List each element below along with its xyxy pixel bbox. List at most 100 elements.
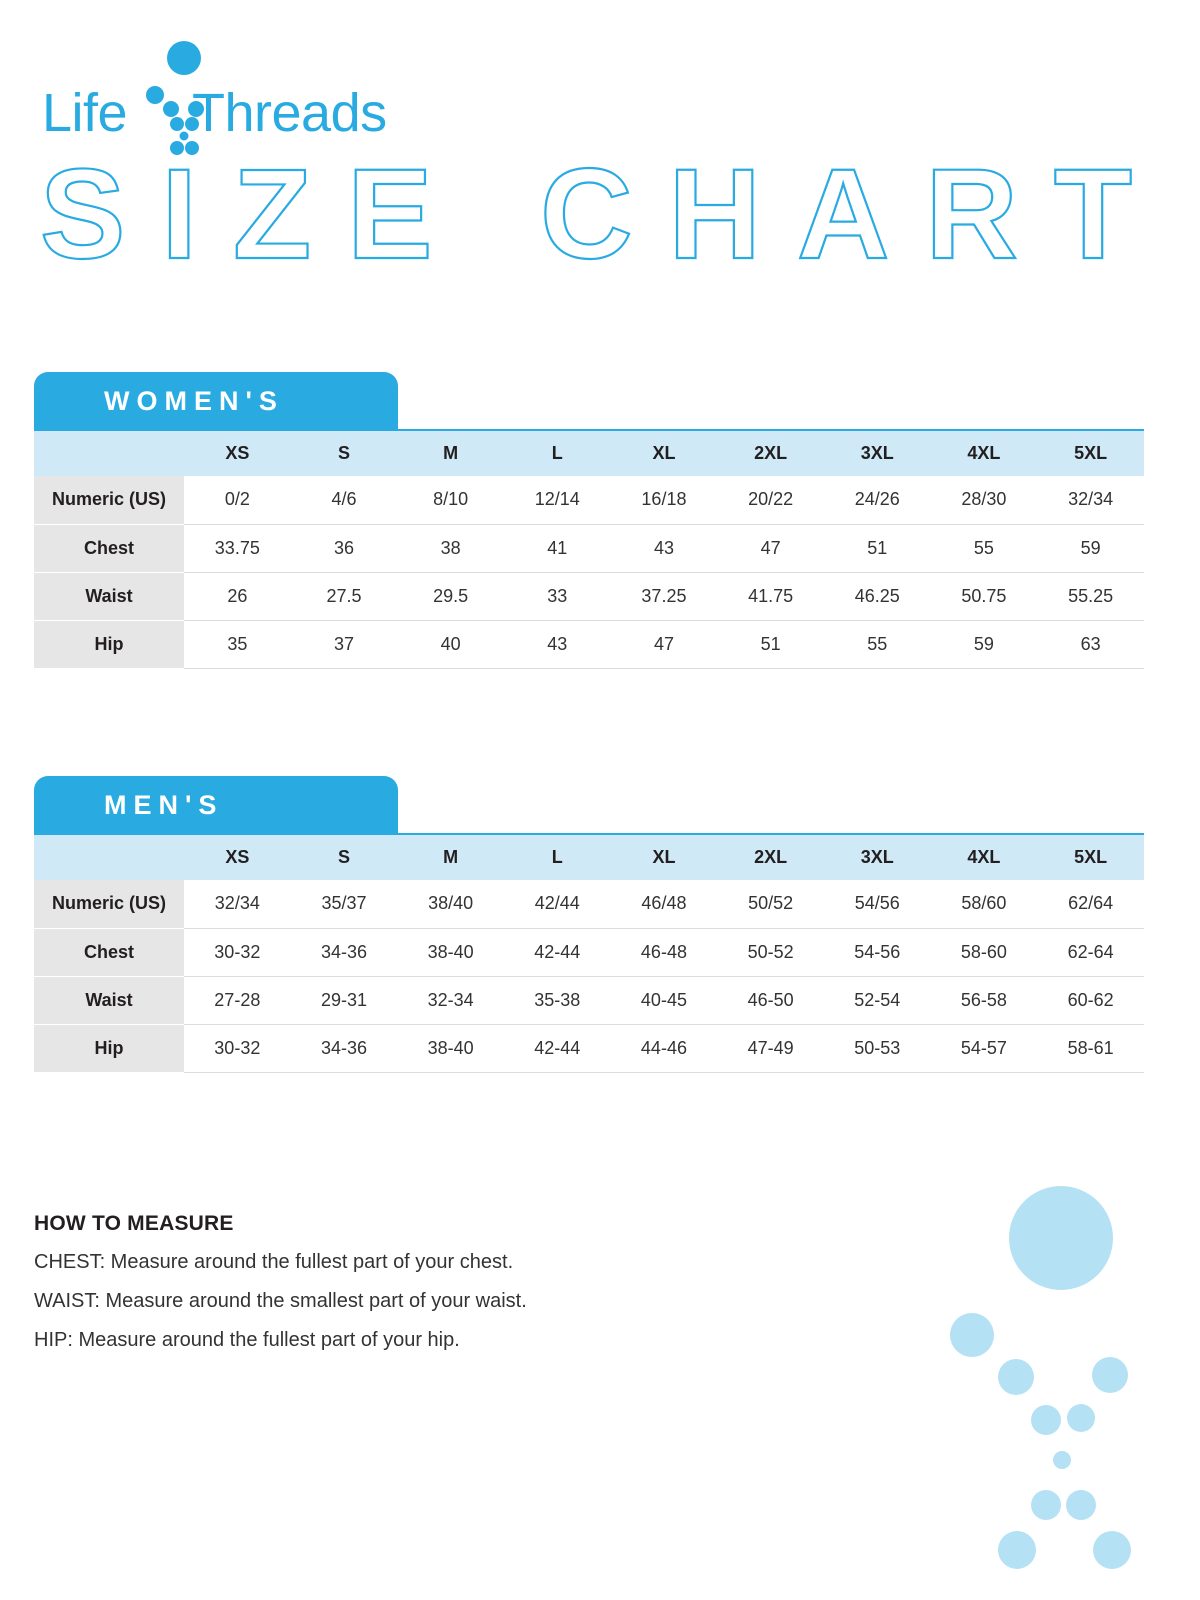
table-cell: 47-49 <box>717 1024 824 1073</box>
size-chart-mens: MEN'S XS S M L XL 2XL 3XL 4XL 5XL Numeri… <box>34 776 1144 1073</box>
table-cell: 51 <box>823 524 931 573</box>
table-cell: 43 <box>503 620 611 669</box>
table-cell: 38-40 <box>397 1024 504 1073</box>
column-header: 5XL <box>1037 430 1144 476</box>
table-header-row: XS S M L XL 2XL 3XL 4XL 5XL <box>34 430 1144 476</box>
table-cell: 29.5 <box>397 572 504 621</box>
row-label: Hip <box>34 620 184 668</box>
table-cell: 38/40 <box>397 880 504 929</box>
table-cell: 28/30 <box>930 476 1038 525</box>
row-label: Numeric (US) <box>34 880 184 929</box>
column-header: 4XL <box>930 430 1038 476</box>
table-cell: 32/34 <box>184 880 291 929</box>
table-cell: 50-53 <box>823 1024 931 1073</box>
table-cell: 59 <box>930 620 1038 669</box>
table-cell: 60-62 <box>1037 976 1144 1025</box>
table-cell: 27-28 <box>184 976 291 1025</box>
page-title: SIZE CHARTS <box>38 150 1168 280</box>
column-header: XS <box>184 834 291 880</box>
how-to-measure-title: HOW TO MEASURE <box>34 1212 234 1235</box>
table-cell: 27.5 <box>290 572 398 621</box>
table-cell: 34-36 <box>290 928 398 977</box>
table-cell: 34-36 <box>290 1024 398 1073</box>
column-header: 2XL <box>717 834 824 880</box>
table-row: Waist 26 27.5 29.5 33 37.25 41.75 46.25 … <box>34 572 1144 621</box>
table-cell: 62-64 <box>1037 928 1144 977</box>
table-cell: 55 <box>930 524 1038 573</box>
table-cell: 50/52 <box>717 880 824 929</box>
table-cell: 41.75 <box>717 572 824 621</box>
table-cell: 46-48 <box>610 928 718 977</box>
womens-size-table: XS S M L XL 2XL 3XL 4XL 5XL Numeric (US)… <box>34 429 1144 669</box>
table-cell: 62/64 <box>1037 880 1144 929</box>
column-header: 3XL <box>823 834 931 880</box>
table-corner-cell <box>34 430 184 476</box>
table-cell: 52-54 <box>823 976 931 1025</box>
table-cell: 37.25 <box>610 572 718 621</box>
table-header-row: XS S M L XL 2XL 3XL 4XL 5XL <box>34 834 1144 880</box>
column-header: 5XL <box>1037 834 1144 880</box>
table-cell: 0/2 <box>184 476 291 525</box>
column-header: L <box>503 430 611 476</box>
table-cell: 59 <box>1037 524 1144 573</box>
table-cell: 43 <box>610 524 718 573</box>
table-cell: 40-45 <box>610 976 718 1025</box>
table-cell: 44-46 <box>610 1024 718 1073</box>
table-cell: 47 <box>717 524 824 573</box>
brand-logo: Life Threads <box>42 38 442 158</box>
chart-tab-label: WOMEN'S <box>104 385 284 416</box>
table-cell: 58-60 <box>930 928 1038 977</box>
table-cell: 26 <box>184 572 291 621</box>
table-cell: 8/10 <box>397 476 504 525</box>
table-cell: 20/22 <box>717 476 824 525</box>
table-cell: 32/34 <box>1037 476 1144 525</box>
table-cell: 46/48 <box>610 880 718 929</box>
table-cell: 30-32 <box>184 928 291 977</box>
table-corner-cell <box>34 834 184 880</box>
table-cell: 37 <box>290 620 398 669</box>
table-cell: 50.75 <box>930 572 1038 621</box>
row-label: Hip <box>34 1024 184 1072</box>
table-cell: 46.25 <box>823 572 931 621</box>
table-row: Numeric (US) 32/34 35/37 38/40 42/44 46/… <box>34 880 1144 929</box>
size-chart-womens: WOMEN'S XS S M L XL 2XL 3XL 4XL 5XL Nume… <box>34 372 1144 669</box>
table-row: Chest 33.75 36 38 41 43 47 51 55 59 <box>34 524 1144 573</box>
table-cell: 35 <box>184 620 291 669</box>
table-cell: 58-61 <box>1037 1024 1144 1073</box>
table-cell: 58/60 <box>930 880 1038 929</box>
measure-instruction-chest: CHEST: Measure around the fullest part o… <box>34 1251 514 1273</box>
table-cell: 50-52 <box>717 928 824 977</box>
table-cell: 36 <box>290 524 398 573</box>
table-cell: 63 <box>1037 620 1144 669</box>
row-label: Numeric (US) <box>34 476 184 525</box>
table-cell: 35/37 <box>290 880 398 929</box>
table-cell: 54-57 <box>930 1024 1038 1073</box>
chart-tab-womens[interactable]: WOMEN'S <box>34 372 398 430</box>
bubble-cluster-icon <box>900 1130 1180 1600</box>
row-label: Chest <box>34 524 184 573</box>
column-header: M <box>397 834 504 880</box>
table-cell: 42-44 <box>503 928 611 977</box>
column-header: S <box>290 430 398 476</box>
column-header: M <box>397 430 504 476</box>
table-cell: 33 <box>503 572 611 621</box>
table-cell: 35-38 <box>503 976 611 1025</box>
table-cell: 24/26 <box>823 476 931 525</box>
table-cell: 33.75 <box>184 524 291 573</box>
dot-cluster-icon <box>138 38 208 163</box>
row-label: Waist <box>34 572 184 621</box>
table-cell: 16/18 <box>610 476 718 525</box>
table-cell: 40 <box>397 620 504 669</box>
table-cell: 38 <box>397 524 504 573</box>
table-row: Waist 27-28 29-31 32-34 35-38 40-45 46-5… <box>34 976 1144 1025</box>
table-cell: 46-50 <box>717 976 824 1025</box>
column-header: 4XL <box>930 834 1038 880</box>
table-cell: 29-31 <box>290 976 398 1025</box>
table-cell: 42-44 <box>503 1024 611 1073</box>
table-cell: 32-34 <box>397 976 504 1025</box>
mens-size-table: XS S M L XL 2XL 3XL 4XL 5XL Numeric (US)… <box>34 833 1144 1073</box>
column-header: XL <box>610 430 718 476</box>
table-cell: 30-32 <box>184 1024 291 1073</box>
column-header: XL <box>610 834 718 880</box>
chart-tab-mens[interactable]: MEN'S <box>34 776 398 834</box>
